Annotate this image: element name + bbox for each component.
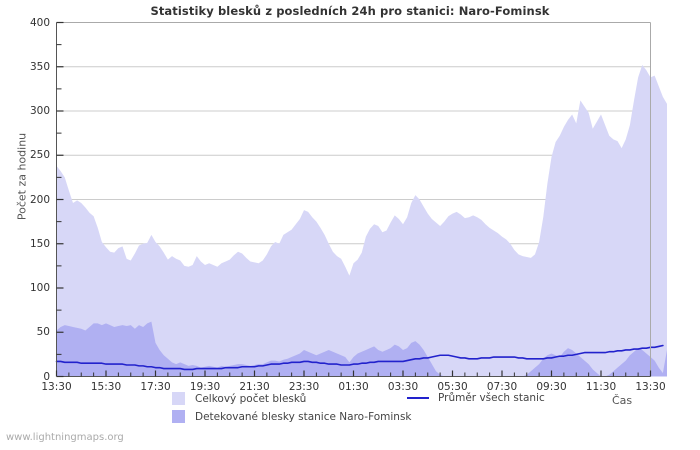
x-tick-label: 15:30	[90, 380, 122, 393]
x-tick-label: 01:30	[338, 380, 369, 393]
x-axis-title: Čas	[612, 394, 633, 407]
chart-title: Statistiky blesků z posledních 24h pro s…	[150, 4, 550, 18]
y-tick-label: 100	[29, 282, 50, 294]
y-tick-label: 150	[29, 237, 50, 250]
y-axis-title: Počet za hodinu	[15, 132, 29, 221]
chart-legend: Celkový počet blesků Detekované blesky s…	[0, 390, 700, 430]
legend-label-average: Průměr všech stanic	[438, 392, 545, 404]
x-tick-label: 09:30	[536, 380, 567, 393]
legend-item-average: Průměr všech stanic	[407, 392, 545, 404]
series-area-total	[56, 64, 667, 377]
x-tick-label: 07:30	[486, 380, 518, 393]
watermark: www.lightningmaps.org	[6, 432, 124, 443]
y-tick-label: 300	[29, 105, 50, 117]
y-tick-label: 250	[29, 149, 50, 162]
y-tick-label: 400	[29, 16, 50, 29]
x-tick-label: 13:30	[635, 380, 666, 393]
series-area-station	[56, 321, 667, 377]
x-tick-label: 21:30	[239, 380, 270, 393]
legend-label-station: Detekované blesky stanice Naro-Fominsk	[195, 410, 412, 423]
x-tick-label: 23:30	[288, 380, 320, 393]
axis-ticks	[55, 21, 652, 378]
x-tick-label: 11:30	[585, 380, 617, 393]
x-tick-label: 05:30	[437, 380, 468, 393]
y-tick-label: 50	[36, 326, 50, 339]
legend-swatch-station	[172, 410, 185, 423]
y-tick-label: 0	[43, 370, 50, 383]
x-tick-label: 13:30	[41, 380, 72, 393]
y-tick-label: 350	[29, 60, 50, 73]
x-tick-label: 17:30	[140, 380, 171, 393]
x-tick-label: 03:30	[387, 380, 419, 393]
series-line-average	[55, 344, 664, 371]
legend-label-total: Celkový počet blesků	[195, 392, 307, 405]
x-tick-label: 19:30	[189, 380, 221, 393]
legend-line-average	[407, 397, 429, 399]
legend-swatch-total	[172, 392, 185, 405]
y-tick-label: 200	[29, 193, 50, 206]
legend-item-total: Celkový počet blesků	[172, 392, 306, 405]
legend-item-station: Detekované blesky stanice Naro-Fominsk	[172, 410, 412, 423]
